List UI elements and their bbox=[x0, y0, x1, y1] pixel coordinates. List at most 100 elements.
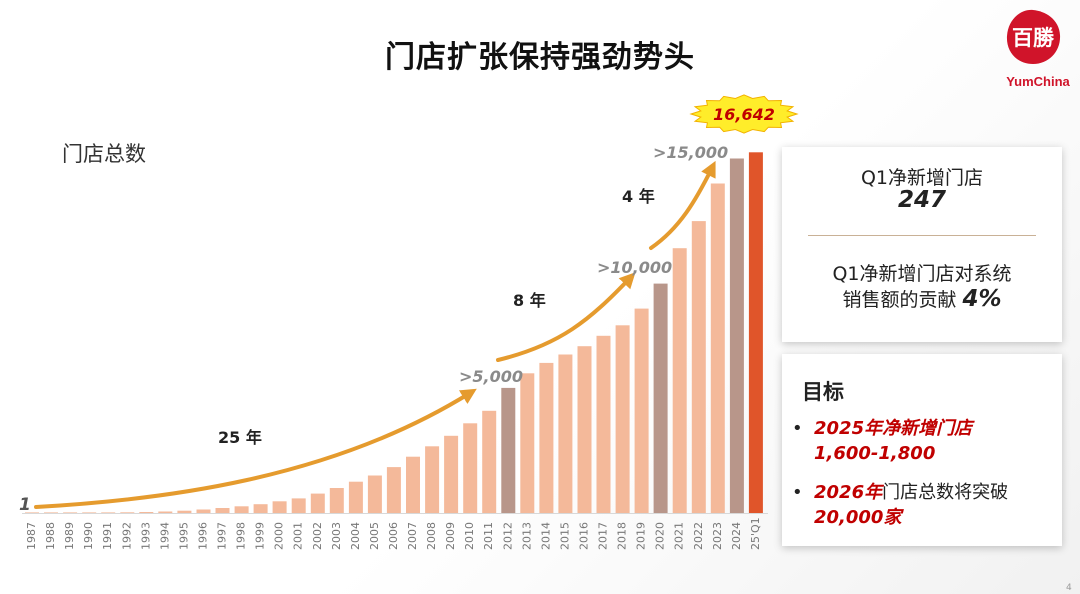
bar-1996 bbox=[196, 509, 211, 513]
target-2026-text: 门店总数将突破 bbox=[882, 482, 1009, 503]
x-tick-1990: 1990 bbox=[82, 522, 95, 550]
bar-1994 bbox=[158, 511, 173, 513]
bar-2003 bbox=[329, 488, 344, 513]
x-tick-1999: 1999 bbox=[254, 522, 267, 550]
target-2026-year: 2026年 bbox=[814, 482, 883, 503]
x-tick-2020: 2020 bbox=[654, 522, 667, 550]
bar-2010 bbox=[463, 423, 478, 513]
bar-2022 bbox=[691, 221, 706, 513]
x-tick-2008: 2008 bbox=[425, 522, 438, 550]
x-tick-2010: 2010 bbox=[463, 522, 476, 550]
bar-1992 bbox=[120, 512, 135, 513]
target-2025: 2025年净新增门店 1,600-1,800 bbox=[814, 416, 972, 466]
x-tick-2021: 2021 bbox=[673, 522, 686, 550]
x-tick-2002: 2002 bbox=[311, 522, 324, 550]
bar-2002 bbox=[310, 493, 325, 513]
bar-2005 bbox=[367, 475, 382, 513]
bar-2021 bbox=[672, 248, 687, 513]
bar-2020 bbox=[653, 283, 668, 513]
label-period-8: 8 年 bbox=[513, 291, 546, 310]
q1-contribution-value: 4% bbox=[962, 286, 1002, 312]
x-tick-2014: 2014 bbox=[539, 522, 552, 550]
x-tick-2006: 2006 bbox=[387, 522, 400, 550]
page-title: 门店扩张保持强劲势头 bbox=[385, 40, 695, 75]
bar-2016 bbox=[577, 346, 592, 513]
q1-contribution-line: 销售额的贡献 4% bbox=[782, 285, 1062, 312]
x-tick-2024: 2024 bbox=[730, 522, 743, 550]
bar-2011 bbox=[482, 410, 497, 513]
bar-2000 bbox=[272, 501, 287, 513]
x-tick-1992: 1992 bbox=[120, 522, 133, 550]
bar-2006 bbox=[386, 467, 401, 513]
bar-2008 bbox=[425, 446, 440, 513]
bar-1995 bbox=[177, 510, 192, 513]
bar-2023 bbox=[710, 183, 725, 513]
bar-2013 bbox=[520, 373, 535, 513]
bar-2018 bbox=[615, 325, 630, 513]
bar-1998 bbox=[234, 506, 249, 513]
x-tick-2011: 2011 bbox=[482, 522, 495, 550]
x-tick-2005: 2005 bbox=[368, 522, 381, 550]
targets-heading: 目标 bbox=[802, 380, 844, 404]
x-tick-2004: 2004 bbox=[349, 522, 362, 550]
x-tick-2022: 2022 bbox=[692, 522, 705, 550]
target-2026-value: 20,000家 bbox=[814, 507, 902, 528]
x-tick-1989: 1989 bbox=[63, 522, 76, 550]
bar-1987 bbox=[25, 512, 39, 513]
x-tick-2012: 2012 bbox=[501, 522, 514, 550]
x-tick-2018: 2018 bbox=[616, 522, 629, 550]
x-tick-1994: 1994 bbox=[158, 522, 171, 550]
y-axis-title: 门店总数 bbox=[62, 142, 146, 166]
bar-2015 bbox=[558, 354, 573, 513]
seal-icon: 百勝 bbox=[1006, 9, 1061, 64]
bullet-2: • bbox=[792, 482, 803, 503]
x-tick-2001: 2001 bbox=[292, 522, 305, 550]
label-milestone-15000: >15,000 bbox=[653, 143, 728, 162]
bar-2004 bbox=[348, 481, 363, 513]
x-tick-1991: 1991 bbox=[101, 522, 114, 550]
x-tick-2016: 2016 bbox=[578, 522, 591, 550]
x-tick-2007: 2007 bbox=[406, 522, 419, 550]
label-start-value: 1 bbox=[19, 495, 31, 515]
yumchina-logo: 百勝 YumChina bbox=[1000, 8, 1072, 92]
x-tick-1987: 1987 bbox=[25, 522, 38, 550]
x-tick-1997: 1997 bbox=[216, 522, 229, 550]
target-2026: 2026年门店总数将突破 20,000家 bbox=[814, 480, 1008, 530]
x-tick-1998: 1998 bbox=[235, 522, 248, 550]
label-period-4: 4 年 bbox=[622, 187, 655, 206]
burst-star bbox=[689, 94, 799, 134]
x-tick-2000: 2000 bbox=[273, 522, 286, 550]
label-period-25: 25 年 bbox=[218, 428, 262, 447]
x-tick-2023: 2023 bbox=[711, 522, 724, 550]
x-tick-2003: 2003 bbox=[330, 522, 343, 550]
bar-1989 bbox=[63, 512, 78, 513]
page-number: 4 bbox=[1066, 583, 1072, 593]
bar-25'Q1 bbox=[748, 152, 763, 514]
arrow-8-years bbox=[496, 272, 636, 362]
arrow-25-years bbox=[34, 388, 477, 509]
bar-2019 bbox=[634, 308, 649, 513]
q1-contribution-prefix: 销售额的贡献 bbox=[842, 289, 963, 311]
bar-2024 bbox=[729, 158, 744, 513]
bar-2001 bbox=[291, 498, 306, 513]
arrow-4-years bbox=[649, 160, 716, 250]
bar-1993 bbox=[139, 512, 154, 513]
label-milestone-10000: >10,000 bbox=[597, 258, 672, 277]
brand-name: YumChina bbox=[1006, 74, 1070, 89]
bullet-1: • bbox=[792, 418, 803, 439]
bar-2014 bbox=[539, 362, 554, 513]
targets-panel: 目标 • 2025年净新增门店 1,600-1,800 • 2026年门店总数将… bbox=[782, 354, 1062, 546]
x-tick-2019: 2019 bbox=[635, 522, 648, 550]
panel-divider bbox=[808, 235, 1036, 236]
label-latest-total: 16,642 bbox=[713, 105, 775, 124]
bar-1991 bbox=[101, 512, 116, 513]
q1-net-new-label: Q1净新增门店 bbox=[860, 167, 984, 189]
bar-1990 bbox=[82, 512, 97, 513]
bar-2012 bbox=[501, 387, 516, 513]
x-tick-1988: 1988 bbox=[44, 522, 57, 550]
q1-net-new-value: 247 bbox=[897, 187, 946, 213]
target-2025-range: 1,600-1,800 bbox=[814, 443, 936, 464]
seal-text: 百勝 bbox=[1012, 26, 1055, 50]
target-2025-label: 2025年净新增门店 bbox=[814, 418, 973, 439]
